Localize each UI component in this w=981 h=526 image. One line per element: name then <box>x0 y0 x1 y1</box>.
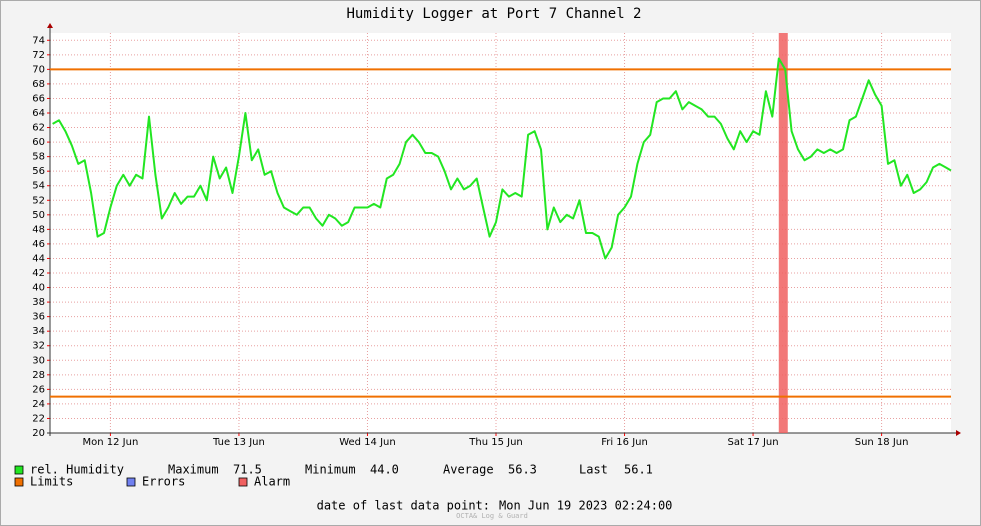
axis-arrow <box>956 430 961 436</box>
alarm-band <box>778 33 788 433</box>
y-tick-label: 58 <box>32 152 45 163</box>
stat-label: Last <box>579 463 608 477</box>
y-tick-label: 48 <box>32 224 45 235</box>
data-line <box>52 57 952 260</box>
y-tick-label: 30 <box>32 355 45 366</box>
y-tick-label: 52 <box>32 195 45 206</box>
y-tick-label: 74 <box>32 35 45 46</box>
y-tick-label: 70 <box>32 64 45 75</box>
y-tick-label: 50 <box>32 210 45 221</box>
y-tick-label: 60 <box>32 137 45 148</box>
legend-swatch <box>126 477 136 487</box>
y-tick-label: 34 <box>32 326 45 337</box>
y-tick-label: 42 <box>32 268 45 279</box>
x-tick-label: Thu 15 Jun <box>468 437 523 448</box>
legend-label: rel. Humidity <box>30 463 124 477</box>
stat-label: Maximum <box>168 463 219 477</box>
y-tick-label: 66 <box>32 93 45 104</box>
y-tick-label: 64 <box>32 108 45 119</box>
legend-swatch <box>14 465 24 475</box>
y-tick-label: 36 <box>32 312 45 323</box>
legend-swatch <box>238 477 248 487</box>
y-tick-label: 38 <box>32 297 45 308</box>
stat-label: Average <box>443 463 494 477</box>
y-tick-label: 24 <box>32 399 45 410</box>
stat-label: Minimum <box>305 463 356 477</box>
y-tick-label: 32 <box>32 341 45 352</box>
stat-value: 71.5 <box>233 463 262 477</box>
footer-label: date of last data point: <box>317 499 490 513</box>
y-tick-label: 26 <box>32 384 45 395</box>
y-tick-label: 40 <box>32 283 45 294</box>
footer-value: Mon Jun 19 2023 02:24:00 <box>499 499 672 513</box>
y-tick-label: 62 <box>32 123 45 134</box>
x-tick-label: Fri 16 Jun <box>601 437 648 448</box>
plot-area <box>50 33 951 433</box>
axis-arrow <box>47 23 53 28</box>
y-tick-label: 72 <box>32 50 45 61</box>
y-tick-label: 46 <box>32 239 45 250</box>
legend-label: Errors <box>142 475 185 489</box>
y-tick-label: 28 <box>32 370 45 381</box>
stat-value: 56.3 <box>508 463 537 477</box>
x-tick-label: Sat 17 Jun <box>728 437 779 448</box>
y-tick-label: 22 <box>32 413 45 424</box>
y-tick-label: 44 <box>32 253 45 264</box>
y-tick-label: 68 <box>32 79 45 90</box>
x-tick-label: Mon 12 Jun <box>83 437 139 448</box>
legend-label: Alarm <box>254 475 290 489</box>
legend-label: Limits <box>30 475 73 489</box>
stat-value: 44.0 <box>370 463 399 477</box>
legend-swatch <box>14 477 24 487</box>
x-tick-label: Tue 13 Jun <box>212 437 265 448</box>
stat-value: 56.1 <box>624 463 653 477</box>
y-tick-label: 54 <box>32 181 45 192</box>
y-tick-label: 20 <box>32 428 45 439</box>
x-tick-label: Wed 14 Jun <box>339 437 396 448</box>
chart-title: Humidity Logger at Port 7 Channel 2 <box>346 6 641 22</box>
y-tick-label: 56 <box>32 166 45 177</box>
credit: OCTA& Log & Guard <box>456 512 528 520</box>
x-tick-label: Sun 18 Jun <box>855 437 909 448</box>
